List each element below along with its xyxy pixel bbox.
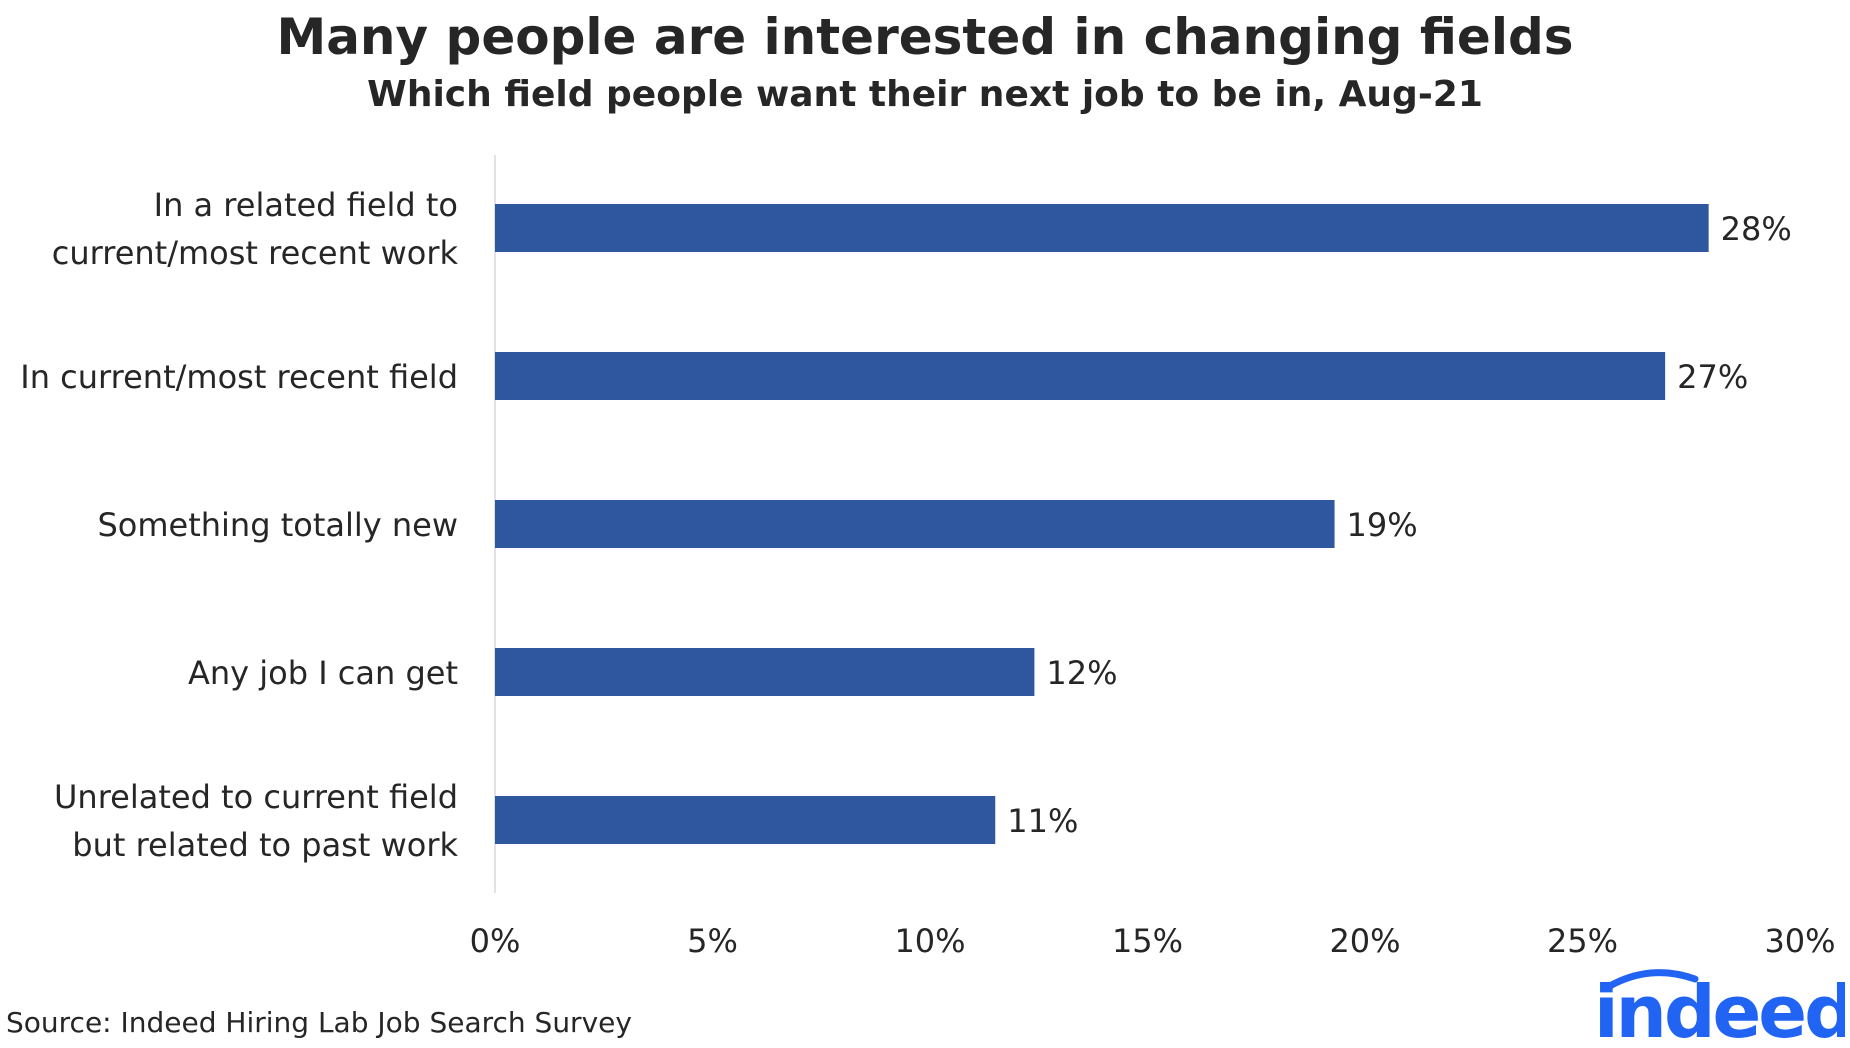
x-tick-label: 30% <box>1764 922 1835 960</box>
data-label: 27% <box>1677 358 1748 396</box>
category-label: Something totally new <box>97 506 458 544</box>
x-tick-label: 20% <box>1329 922 1400 960</box>
x-tick-label: 5% <box>687 922 738 960</box>
chart-title: Many people are interested in changing f… <box>276 8 1574 66</box>
indeed-logo: indeed <box>1590 965 1845 1045</box>
data-label: 28% <box>1721 210 1792 248</box>
bar <box>495 500 1335 548</box>
x-tick-label: 25% <box>1547 922 1618 960</box>
logo-wordmark: indeed <box>1594 970 1845 1045</box>
bar <box>495 204 1709 252</box>
bar <box>495 648 1035 696</box>
chart-subtitle: Which field people want their next job t… <box>367 74 1483 115</box>
x-tick-label: 10% <box>894 922 965 960</box>
x-tick-label: 15% <box>1112 922 1183 960</box>
bar <box>495 352 1666 400</box>
x-tick-label: 0% <box>470 922 521 960</box>
data-label: 12% <box>1046 654 1117 692</box>
category-label: In a related field to current/most recent… <box>52 186 459 272</box>
source-note: Source: Indeed Hiring Lab Job Search Sur… <box>6 1006 632 1039</box>
bar <box>495 796 996 844</box>
category-label: Any job I can get <box>188 654 458 692</box>
category-label: In current/most recent field <box>20 358 458 396</box>
data-label: 11% <box>1007 802 1078 840</box>
logo-arc <box>1604 969 1699 991</box>
category-label: Unrelated to current field but related to… <box>54 778 458 864</box>
data-label: 19% <box>1347 506 1418 544</box>
